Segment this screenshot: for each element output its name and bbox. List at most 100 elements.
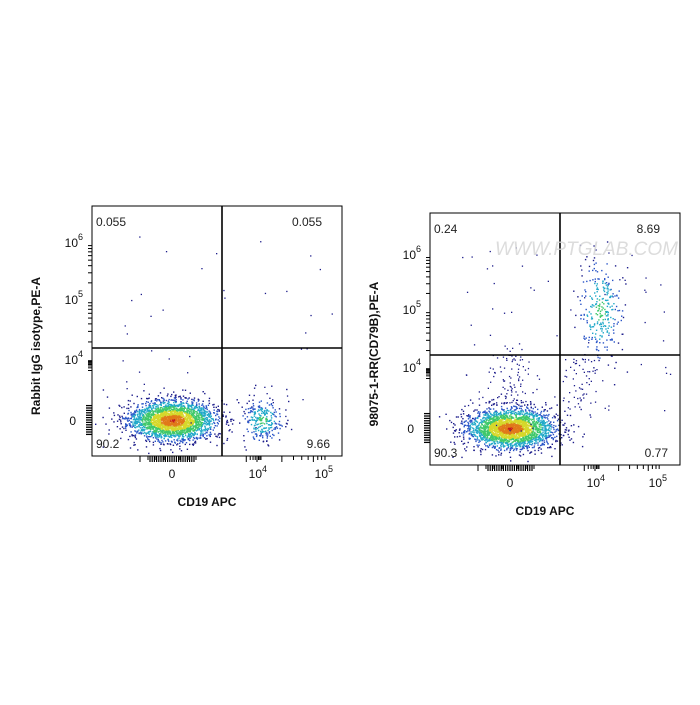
event-dot [133, 403, 134, 404]
event-dot [122, 426, 123, 427]
event-dot [153, 429, 154, 430]
event-dot [201, 405, 202, 406]
event-dot [253, 403, 254, 404]
x-tick-label: 0 [169, 467, 176, 481]
event-dot [247, 403, 248, 404]
event-dot [161, 442, 162, 443]
event-dot [201, 417, 202, 418]
event-dot [162, 416, 163, 417]
event-dot [547, 442, 548, 443]
event-dot [180, 396, 181, 397]
event-dot [159, 404, 160, 405]
event-dot [226, 423, 227, 424]
y-tick-label: 10 [65, 353, 79, 367]
event-dot [149, 403, 150, 404]
event-dot [206, 438, 207, 439]
event-dot [167, 407, 168, 408]
event-dot [179, 440, 180, 441]
event-dot [268, 445, 269, 446]
event-dot [207, 414, 208, 415]
event-dot [182, 399, 183, 400]
event-dot [257, 411, 258, 412]
event-dot [255, 431, 256, 432]
event-dot [508, 446, 509, 447]
event-dot [480, 454, 481, 455]
event-dot [288, 401, 289, 402]
event-dot [183, 411, 184, 412]
event-dot [474, 424, 475, 425]
event-dot [510, 450, 511, 451]
event-dot [190, 431, 191, 432]
event-dot [164, 423, 165, 424]
event-dot [242, 415, 243, 416]
event-dot [125, 423, 126, 424]
event-dot [175, 395, 176, 396]
event-dot [155, 436, 156, 437]
event-dot [171, 405, 172, 406]
event-dot [454, 436, 455, 437]
event-dot [186, 410, 187, 411]
event-dot [152, 412, 153, 413]
event-dot [219, 409, 220, 410]
event-dot [200, 435, 201, 436]
event-dot [176, 401, 177, 402]
event-dot [180, 419, 181, 420]
event-dot [181, 405, 182, 406]
event-dot [507, 413, 508, 414]
event-dot [539, 429, 540, 430]
event-dot [500, 415, 501, 416]
event-dot [141, 419, 142, 420]
event-dot [149, 427, 150, 428]
event-dot [164, 418, 165, 419]
event-dot [248, 412, 249, 413]
event-dot [209, 434, 210, 435]
event-dot [134, 425, 135, 426]
event-dot [123, 406, 124, 407]
event-dot [119, 419, 120, 420]
event-dot [179, 404, 180, 405]
event-dot [545, 422, 546, 423]
event-dot [144, 427, 145, 428]
event-dot [153, 414, 154, 415]
event-dot [145, 424, 146, 425]
event-dot [275, 411, 276, 412]
event-dot [497, 445, 498, 446]
event-dot [489, 411, 490, 412]
event-dot [163, 388, 164, 389]
event-dot [457, 436, 458, 437]
event-dot [155, 403, 156, 404]
event-dot [129, 420, 130, 421]
event-dot [262, 437, 263, 438]
event-dot [109, 407, 110, 408]
event-dot [484, 443, 485, 444]
event-dot [150, 316, 151, 317]
event-dot [163, 310, 164, 311]
event-dot [310, 255, 311, 256]
event-dot [492, 429, 493, 430]
event-dot [238, 402, 239, 403]
event-dot [511, 407, 512, 408]
event-dot [469, 433, 470, 434]
event-dot [477, 445, 478, 446]
event-dot [151, 350, 152, 351]
event-dot [162, 419, 163, 420]
event-dot [262, 411, 263, 412]
event-dot [264, 410, 265, 411]
event-dot [218, 406, 219, 407]
event-dot [491, 399, 492, 400]
quadrant-lower-left-pct: 90.2 [96, 437, 120, 451]
event-dot [501, 435, 502, 436]
event-dot [256, 436, 257, 437]
event-dot [245, 418, 246, 419]
event-dot [535, 429, 536, 430]
event-dot [160, 433, 161, 434]
event-dot [135, 419, 136, 420]
event-dot [287, 395, 288, 396]
event-dot [161, 440, 162, 441]
event-dot [522, 445, 523, 446]
event-dot [129, 436, 130, 437]
event-dot [164, 402, 165, 403]
event-dot [170, 431, 171, 432]
event-dot [178, 436, 179, 437]
event-dot [158, 439, 159, 440]
